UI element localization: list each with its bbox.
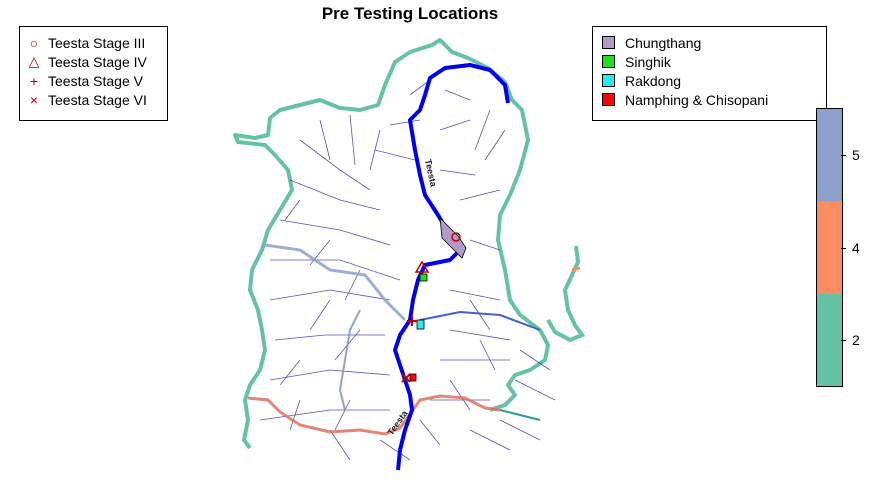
tributary-grey — [264, 243, 407, 322]
legend-label: Teesta Stage III — [48, 34, 146, 51]
tributary-grey-2 — [338, 309, 361, 411]
colorbar-tick — [841, 340, 846, 341]
legend-item-stage-iii: ○ Teesta Stage III — [20, 33, 146, 52]
swatch-icon — [602, 55, 615, 68]
legend-item-singhik: Singhik — [593, 52, 671, 71]
tributary-east — [419, 310, 541, 331]
legend-label: Teesta Stage IV — [48, 53, 147, 70]
legend-item-namphing-chisopani: Namphing & Chisopani — [593, 90, 768, 109]
legend-label: Teesta Stage VI — [48, 91, 147, 108]
legend-item-stage-vi: × Teesta Stage VI — [20, 90, 147, 109]
swatch-icon — [602, 93, 615, 106]
legend-item-stage-v: + Teesta Stage V — [20, 71, 143, 90]
legend-label: Singhik — [625, 53, 671, 70]
colorbar-label-2: 2 — [852, 332, 860, 348]
area-namphing-chisopani — [409, 373, 417, 382]
colorbar-segment-4 — [817, 201, 842, 294]
plus-marker-icon: + — [29, 72, 39, 89]
map-title: Pre Testing Locations — [321, 4, 499, 23]
area-singhik — [419, 273, 428, 282]
tributary-red — [247, 394, 501, 436]
watershed-boundary — [233, 38, 550, 450]
station-teesta-stage-iv — [414, 260, 430, 273]
legend-label: Namphing & Chisopani — [625, 91, 769, 108]
station-teesta-stage-iii — [451, 232, 461, 242]
legend-item-rakdong: Rakdong — [593, 71, 681, 90]
colorbar-tick — [841, 248, 846, 249]
legend-item-chungthang: Chungthang — [593, 33, 701, 52]
circle-marker-icon: ○ — [29, 34, 39, 51]
swatch-icon — [602, 36, 615, 49]
colorbar-label-5: 5 — [852, 147, 860, 163]
colorbar-segment-2 — [817, 294, 842, 386]
area-rakdong — [416, 319, 425, 330]
legend-label: Chungthang — [625, 34, 702, 51]
tributary-teal — [499, 409, 541, 421]
station-legend: ○ Teesta Stage III △ Teesta Stage IV + T… — [19, 26, 168, 121]
legend-label: Teesta Stage V — [48, 72, 143, 89]
swatch-icon — [602, 74, 615, 87]
legend-label: Rakdong — [625, 72, 682, 89]
watershed-boundary-east — [546, 245, 586, 343]
colorbar-segment-5 — [817, 109, 842, 201]
drainage-network — [259, 79, 556, 461]
cross-marker-icon: × — [29, 91, 39, 108]
legend-item-stage-iv: △ Teesta Stage IV — [20, 52, 147, 71]
colorbar-tick — [841, 155, 846, 156]
area-legend: Chungthang Singhik Rakdong Namphing & Ch… — [592, 26, 827, 121]
station-teesta-stage-v — [407, 316, 417, 326]
tributary-orange — [571, 266, 581, 272]
river-label-upper: Teesta — [423, 158, 439, 188]
triangle-marker-icon: △ — [28, 53, 40, 69]
colorbar-label-4: 4 — [852, 240, 860, 256]
stream-order-colorbar — [816, 108, 843, 387]
station-teesta-stage-vi — [401, 373, 411, 383]
area-chungthang — [439, 216, 467, 259]
